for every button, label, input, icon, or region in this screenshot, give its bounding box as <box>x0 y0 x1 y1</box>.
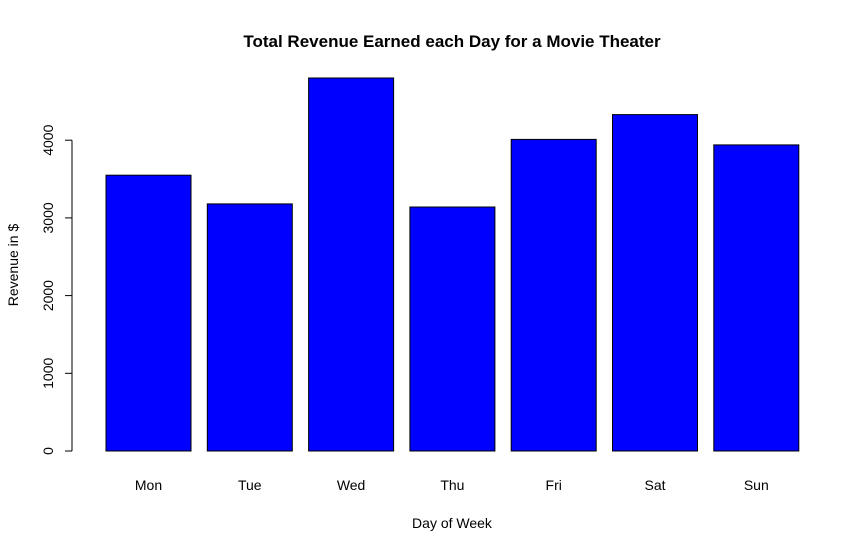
x-tick-label-fri: Fri <box>546 477 562 493</box>
bar-tue <box>206 203 293 452</box>
bar-fri <box>510 138 597 452</box>
chart-title: Total Revenue Earned each Day for a Movi… <box>243 32 661 51</box>
x-tick-label-wed: Wed <box>337 477 366 493</box>
y-tick-label-3000: 3000 <box>40 202 56 233</box>
y-axis: 0 1000 2000 3000 4000 <box>40 124 73 455</box>
y-tick-label-2000: 2000 <box>40 280 56 311</box>
x-tick-label-tue: Tue <box>238 477 262 493</box>
y-tick-label-0: 0 <box>40 447 56 455</box>
x-tick-labels: Mon Tue Wed Thu Fri Sat Sun <box>135 477 769 493</box>
bar-wed <box>308 77 395 452</box>
x-tick-label-sat: Sat <box>644 477 665 493</box>
y-tick-label-1000: 1000 <box>40 358 56 389</box>
bar-thu <box>409 206 496 452</box>
bar-mon <box>105 174 192 452</box>
y-axis-label: Revenue in $ <box>5 224 21 307</box>
bar-sat <box>612 114 698 452</box>
x-tick-label-mon: Mon <box>135 477 162 493</box>
bar-sun <box>713 144 800 452</box>
bars-group <box>105 77 800 452</box>
x-tick-label-sun: Sun <box>744 477 769 493</box>
x-axis-label: Day of Week <box>412 515 493 531</box>
x-tick-label-thu: Thu <box>440 477 464 493</box>
y-tick-label-4000: 4000 <box>40 124 56 155</box>
